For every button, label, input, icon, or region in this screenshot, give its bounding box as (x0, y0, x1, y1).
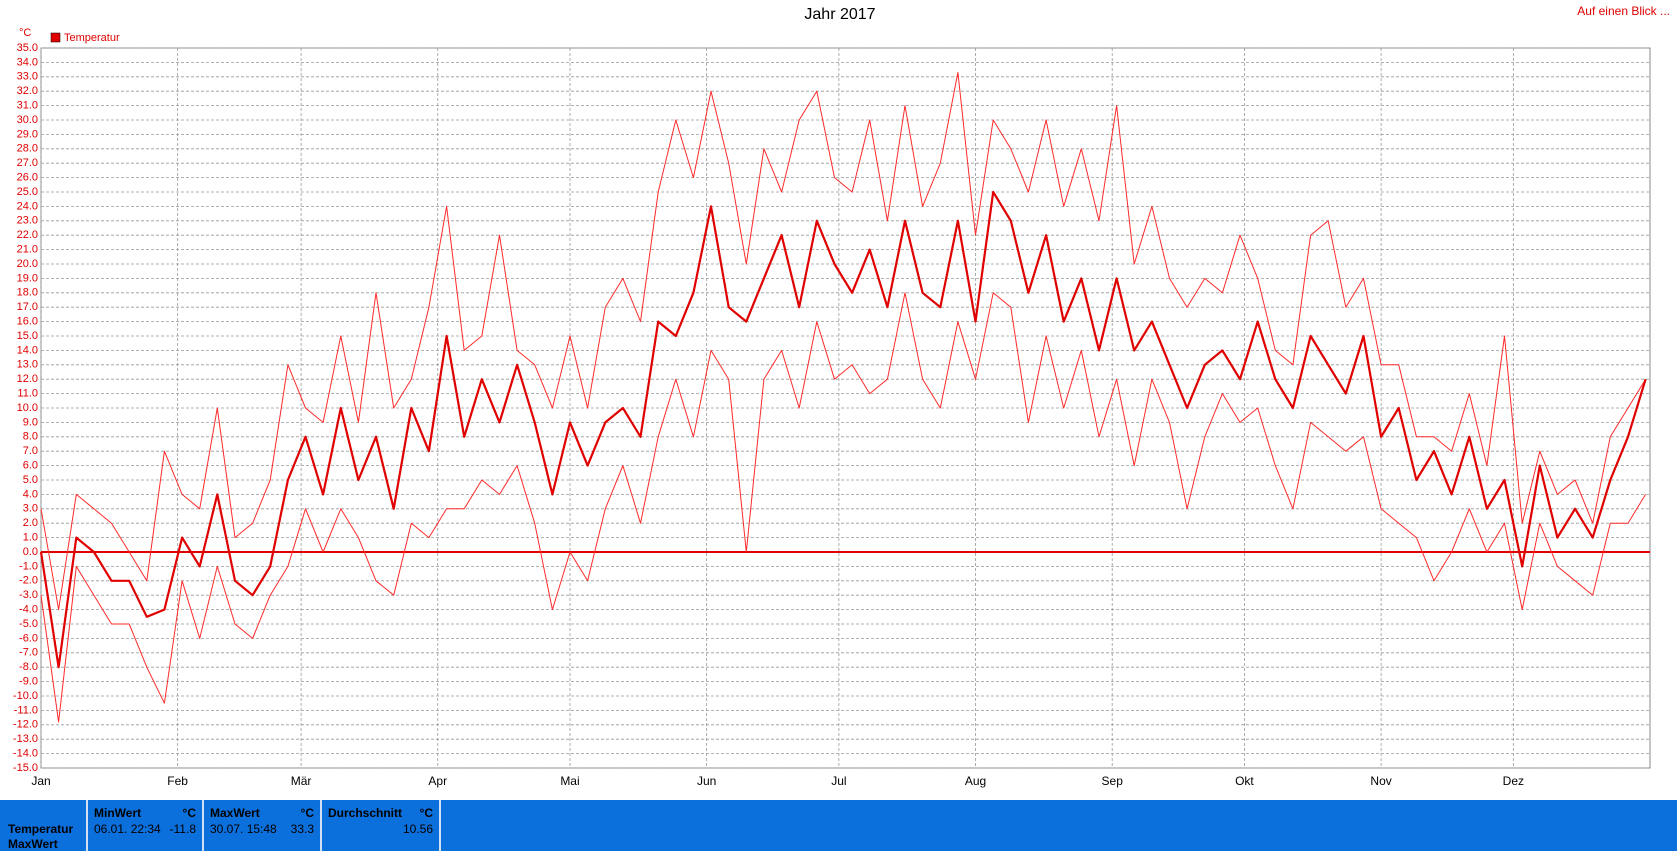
summary-cell: MaxWert °C 30.07. 15:48 33.3 (204, 800, 322, 851)
temperature-line (39, 190, 1647, 669)
y-tick-label: 20.0 (17, 258, 38, 270)
y-tick-label: -7.0 (19, 647, 38, 659)
temperature-line (40, 292, 1647, 723)
y-tick-label: -6.0 (19, 632, 38, 644)
y-tick-label: 25.0 (17, 186, 38, 198)
x-tick-label: Nov (1370, 774, 1391, 788)
row-labels: Temperatur MaxWert (0, 800, 88, 851)
y-tick-label: 9.0 (23, 416, 38, 428)
overview-link[interactable]: Auf einen Blick ... (1577, 4, 1670, 18)
y-tick-label: 3.0 (23, 503, 38, 515)
x-tick-label: Jun (697, 774, 716, 788)
y-tick-label: 24.0 (17, 200, 38, 212)
x-tick-label: Feb (167, 774, 188, 788)
row-label: MaxWert (8, 837, 58, 851)
x-tick-label: Mai (560, 774, 579, 788)
row-label: Temperatur (8, 822, 74, 836)
y-tick-label: 19.0 (17, 272, 38, 284)
y-tick-label: 33.0 (17, 71, 38, 83)
y-tick-label: 22.0 (17, 229, 38, 241)
y-tick-label: 21.0 (17, 244, 38, 256)
y-tick-label: 14.0 (17, 344, 38, 356)
y-tick-label: -10.0 (13, 690, 38, 702)
y-tick-label: 10.0 (17, 402, 38, 414)
y-tick-label: 8.0 (23, 431, 38, 443)
y-tick-label: 4.0 (23, 488, 38, 500)
x-tick-label: Mär (291, 774, 312, 788)
y-tick-label: 1.0 (23, 532, 38, 544)
summary-cell: Durchschnitt °C 10.56 (322, 800, 441, 851)
y-tick-label: 15.0 (17, 330, 38, 342)
y-tick-label: 13.0 (17, 359, 38, 371)
y-tick-label: 7.0 (23, 445, 38, 457)
y-tick-label: 5.0 (23, 474, 38, 486)
y-unit: °C (19, 27, 31, 39)
y-tick-label: -11.0 (14, 704, 38, 716)
legend-swatch (50, 32, 61, 43)
value: -11.8 (169, 822, 196, 836)
y-tick-label: -4.0 (19, 604, 38, 616)
y-tick-label: 30.0 (17, 114, 38, 126)
y-tick-label: -2.0 (19, 575, 38, 587)
y-tick-label: 31.0 (17, 100, 38, 112)
y-tick-label: -8.0 (19, 661, 38, 673)
y-tick-label: -9.0 (19, 676, 38, 688)
y-tick-label: 34.0 (17, 56, 38, 68)
value: 33.3 (290, 822, 314, 836)
y-tick-label: 27.0 (17, 157, 38, 169)
y-tick-label: 12.0 (17, 373, 38, 385)
x-tick-label: Aug (965, 774, 986, 788)
unit: °C (419, 806, 433, 820)
unit: °C (182, 806, 196, 820)
header: Durchschnitt (328, 806, 403, 820)
summary-panel: Temperatur MaxWert MinWert °C 06.01. 22:… (0, 800, 1677, 851)
y-tick-label: -14.0 (13, 748, 38, 760)
y-tick-label: -13.0 (13, 733, 38, 745)
temperature-line (40, 72, 1647, 611)
y-tick-label: 17.0 (17, 301, 38, 313)
y-tick-label: 0.0 (23, 546, 38, 558)
chart: Jahr 2017 Auf einen Blick ... °C Tempera… (13, 4, 1670, 788)
x-tick-label: Sep (1102, 774, 1124, 788)
x-tick-label: Jan (31, 774, 50, 788)
y-tick-label: -15.0 (13, 762, 38, 774)
y-tick-label: -1.0 (19, 560, 38, 572)
chart-title: Jahr 2017 (804, 6, 875, 23)
y-tick-label: -5.0 (19, 618, 38, 630)
y-tick-label: 2.0 (23, 517, 38, 529)
unit: °C (300, 806, 314, 820)
y-tick-label: 16.0 (17, 316, 38, 328)
y-tick-label: 35.0 (17, 42, 38, 54)
y-tick-label: 6.0 (23, 460, 38, 472)
y-tick-label: 23.0 (17, 215, 38, 227)
x-tick-label: Jul (831, 774, 846, 788)
y-tick-label: 29.0 (17, 128, 38, 140)
x-tick-label: Apr (428, 774, 447, 788)
header: MaxWert (210, 806, 260, 820)
legend-label: Temperatur (64, 32, 120, 44)
y-tick-label: 28.0 (17, 143, 38, 155)
header: MinWert (94, 806, 142, 820)
y-tick-label: -3.0 (19, 589, 38, 601)
x-tick-label: Dez (1503, 774, 1524, 788)
y-tick-label: 18.0 (17, 287, 38, 299)
summary-cell: MinWert °C 06.01. 22:34 -11.8 (88, 800, 204, 851)
y-tick-label: -12.0 (13, 719, 38, 731)
time: 06.01. 22:34 (94, 822, 161, 836)
y-tick-label: 26.0 (17, 172, 38, 184)
y-tick-label: 32.0 (17, 85, 38, 97)
x-tick-label: Okt (1235, 774, 1254, 788)
value: 10.56 (402, 822, 433, 836)
y-tick-label: 11.0 (17, 388, 38, 400)
time: 30.07. 15:48 (210, 822, 277, 836)
